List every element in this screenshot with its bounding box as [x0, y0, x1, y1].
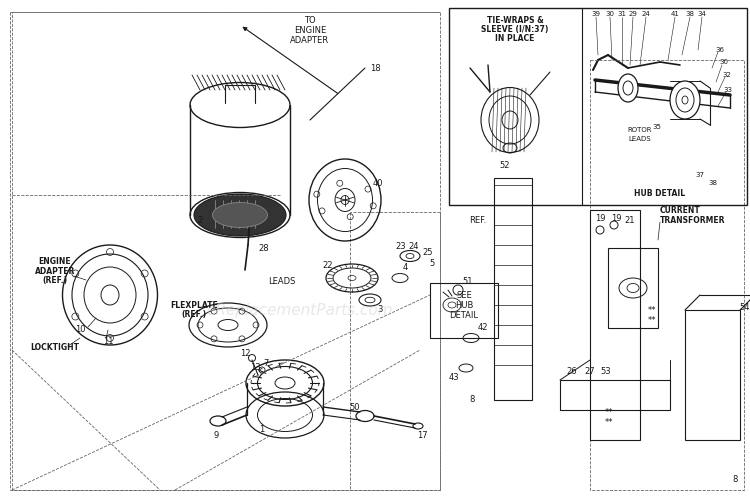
- Bar: [685, 310, 740, 440]
- Text: 25: 25: [423, 248, 433, 256]
- Bar: [494, 178, 532, 400]
- Text: DETAIL: DETAIL: [449, 310, 478, 319]
- Text: 30: 30: [605, 11, 614, 17]
- Text: 5: 5: [429, 259, 435, 268]
- Text: 8: 8: [732, 476, 738, 485]
- Text: LOCKTIGHT: LOCKTIGHT: [30, 343, 79, 352]
- Text: 12: 12: [240, 348, 250, 357]
- Text: 19: 19: [610, 214, 621, 223]
- Text: 36: 36: [716, 47, 724, 53]
- Text: 24: 24: [641, 11, 650, 17]
- Text: ENGINE: ENGINE: [39, 257, 71, 266]
- Bar: [449, 8, 747, 205]
- Text: 9: 9: [213, 431, 219, 440]
- Text: TRANSFORMER: TRANSFORMER: [660, 216, 725, 225]
- Text: 8: 8: [470, 396, 475, 405]
- Text: 1: 1: [260, 426, 265, 435]
- Text: HUB: HUB: [454, 300, 473, 309]
- Text: **: **: [648, 315, 656, 324]
- Text: 52: 52: [500, 161, 510, 170]
- Text: 7: 7: [263, 358, 268, 367]
- Text: **: **: [648, 305, 656, 314]
- Text: 3: 3: [377, 305, 382, 314]
- Ellipse shape: [670, 81, 700, 119]
- Text: 35: 35: [652, 124, 661, 130]
- Text: 4: 4: [402, 263, 408, 272]
- Ellipse shape: [676, 88, 694, 112]
- Text: 30: 30: [719, 59, 728, 65]
- Text: SEE: SEE: [456, 290, 472, 299]
- Ellipse shape: [212, 203, 268, 228]
- Text: 38: 38: [709, 180, 718, 186]
- Text: TO: TO: [304, 15, 316, 24]
- Text: 34: 34: [698, 11, 706, 17]
- Text: 22: 22: [322, 261, 333, 270]
- Text: 18: 18: [370, 63, 380, 72]
- Text: 24: 24: [409, 242, 419, 250]
- Text: 28: 28: [258, 244, 268, 252]
- Text: 31: 31: [617, 11, 626, 17]
- Text: LEADS: LEADS: [268, 277, 296, 286]
- Bar: [430, 283, 498, 338]
- Text: 40: 40: [373, 179, 383, 188]
- Text: SLEEVE (I/N:37): SLEEVE (I/N:37): [482, 24, 549, 33]
- Text: 27: 27: [585, 367, 596, 377]
- Text: 26: 26: [567, 367, 578, 377]
- Text: 50: 50: [350, 403, 360, 412]
- Ellipse shape: [623, 81, 633, 95]
- Text: eReplacementParts.com: eReplacementParts.com: [207, 302, 393, 317]
- Text: (REF.): (REF.): [43, 275, 68, 284]
- Text: 37: 37: [695, 172, 704, 178]
- Bar: [608, 248, 658, 328]
- Text: 11: 11: [103, 337, 113, 346]
- Text: (REF.): (REF.): [182, 309, 206, 318]
- Text: LEADS: LEADS: [628, 136, 651, 142]
- Text: 38: 38: [686, 11, 694, 17]
- Text: 42: 42: [478, 323, 488, 332]
- Text: ENGINE: ENGINE: [294, 25, 326, 34]
- Text: FLEXPLATE: FLEXPLATE: [170, 300, 217, 309]
- Text: 39: 39: [592, 11, 601, 17]
- Text: CURRENT: CURRENT: [660, 206, 700, 215]
- Text: ADAPTER: ADAPTER: [290, 35, 329, 44]
- Text: 17: 17: [417, 431, 428, 440]
- Text: 19: 19: [595, 214, 605, 223]
- Text: 54: 54: [740, 303, 750, 312]
- Bar: [590, 210, 640, 440]
- Text: 10: 10: [75, 325, 86, 334]
- Text: 13: 13: [250, 363, 260, 372]
- Text: 41: 41: [670, 11, 680, 17]
- Text: 2: 2: [197, 216, 202, 225]
- Text: **: **: [605, 418, 613, 427]
- Text: 33: 33: [724, 87, 733, 93]
- Text: 53: 53: [601, 367, 611, 377]
- Text: 29: 29: [628, 11, 638, 17]
- Text: TIE-WRAPS &: TIE-WRAPS &: [487, 15, 543, 24]
- Text: **: **: [605, 408, 613, 417]
- Text: IN PLACE: IN PLACE: [495, 33, 535, 42]
- Text: 51: 51: [463, 277, 473, 286]
- Ellipse shape: [618, 74, 638, 102]
- Bar: [560, 380, 670, 410]
- Text: ADAPTER: ADAPTER: [34, 266, 75, 275]
- Text: HUB DETAIL: HUB DETAIL: [634, 189, 686, 198]
- Text: 21: 21: [625, 216, 635, 225]
- Ellipse shape: [194, 194, 286, 236]
- Text: 23: 23: [396, 242, 406, 250]
- Text: 32: 32: [722, 72, 731, 78]
- Text: ROTOR: ROTOR: [628, 127, 652, 133]
- Text: REF.: REF.: [470, 216, 487, 225]
- Text: 43: 43: [448, 373, 459, 383]
